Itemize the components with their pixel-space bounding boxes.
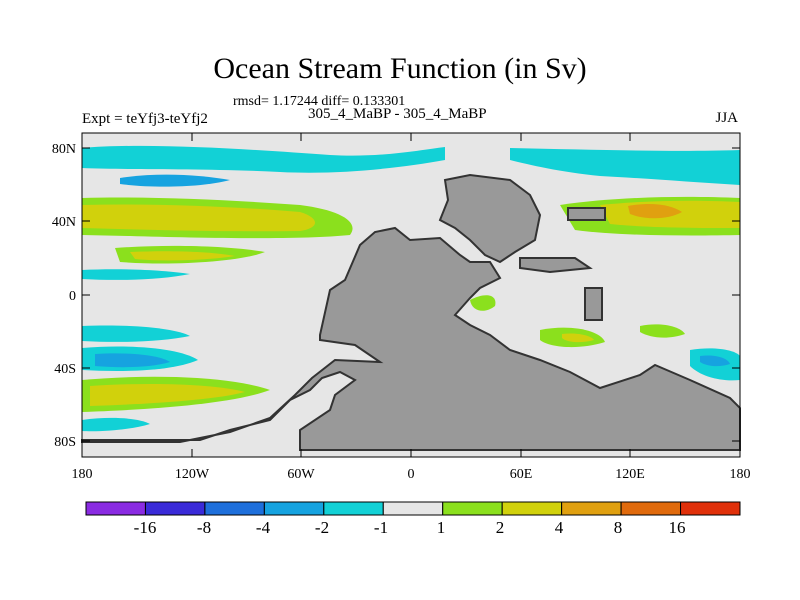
- band-north-cyan-east: [510, 148, 740, 185]
- lat-tick-80s: 80S: [54, 435, 76, 450]
- colorbar-swatch-3: [263, 501, 325, 516]
- lon-tick-labels: 180 120W 60W 0 60E 120E 180: [72, 467, 751, 482]
- colorbar-label-2: -4: [256, 518, 271, 537]
- colorbar-label-7: 4: [555, 518, 564, 537]
- lon-tick-120w: 120W: [175, 467, 210, 482]
- band-north-blue: [120, 174, 230, 187]
- band-north-cyan: [82, 145, 445, 173]
- lat-tick-0: 0: [69, 289, 76, 304]
- colorbar-label-6: 2: [496, 518, 505, 537]
- band-55s-yellow: [90, 384, 245, 406]
- colorbar-swatch-10: [680, 501, 741, 516]
- band-25n-yellow: [130, 251, 235, 261]
- lat-tick-labels: 80N 40N 0 40S 80S: [52, 142, 76, 450]
- lon-tick-120e: 120E: [615, 467, 645, 482]
- lat-tick-40s: 40S: [54, 362, 76, 377]
- season-label: JJA: [715, 110, 738, 126]
- plot-title: Ocean Stream Function (in Sv): [213, 52, 587, 85]
- colorbar-swatch-7: [501, 501, 563, 516]
- colorbar-label-0: -16: [134, 518, 157, 537]
- colorbar-labels: -16 -8 -4 -2 -1 1 2 4 8 16: [134, 518, 686, 537]
- land-east-strip: [519, 257, 593, 274]
- lon-tick-180w: 180: [72, 467, 93, 482]
- lon-tick-180e: 180: [730, 467, 751, 482]
- band-east-green: [640, 324, 685, 338]
- land-east-island-2: [584, 287, 603, 321]
- band-15n-cyan: [82, 269, 190, 280]
- contour-bands: [82, 145, 740, 432]
- band-40n-east-orange: [628, 204, 682, 219]
- colorbar-label-5: 1: [437, 518, 446, 537]
- colorbar-label-1: -8: [197, 518, 211, 537]
- land-east-island-1: [567, 207, 606, 221]
- colorbar-label-9: 16: [669, 518, 686, 537]
- lon-tick-0: 0: [408, 467, 415, 482]
- colorbar-swatch-9: [620, 501, 682, 516]
- band-20s-cyan: [82, 325, 190, 342]
- colorbar-label-4: -1: [374, 518, 388, 537]
- period-label: 305_4_MaBP - 305_4_MaBP: [308, 106, 487, 122]
- lat-tick-80n: 80N: [52, 142, 76, 157]
- colorbar-swatch-0: [85, 501, 146, 516]
- colorbar-swatch-5: [382, 501, 444, 516]
- lon-tick-60w: 60W: [287, 467, 315, 482]
- colorbar-swatch-2: [204, 501, 265, 516]
- band-35s-blue: [95, 353, 170, 368]
- colorbar-swatch-6: [442, 501, 503, 516]
- stats-label: rmsd= 1.17244 diff= 0.133301: [233, 94, 406, 109]
- land-north-block: [438, 173, 542, 264]
- colorbar: [85, 501, 741, 516]
- colorbar-swatch-8: [561, 501, 622, 516]
- band-70s-cyan: [82, 417, 150, 432]
- lat-tick-40n: 40N: [52, 215, 76, 230]
- tick-marks: [81, 133, 741, 457]
- lon-tick-60e: 60E: [510, 467, 533, 482]
- band-tethys-green-1: [470, 295, 496, 311]
- colorbar-label-3: -2: [315, 518, 329, 537]
- experiment-label: Expt = teYfj3-teYfj2: [82, 111, 208, 127]
- colorbar-swatch-1: [144, 501, 206, 516]
- colorbar-label-8: 8: [614, 518, 623, 537]
- colorbar-swatch-4: [323, 501, 384, 516]
- band-40n-yellow: [82, 204, 315, 232]
- band-tethys-yellow: [562, 333, 594, 343]
- band-east-blue: [700, 355, 730, 367]
